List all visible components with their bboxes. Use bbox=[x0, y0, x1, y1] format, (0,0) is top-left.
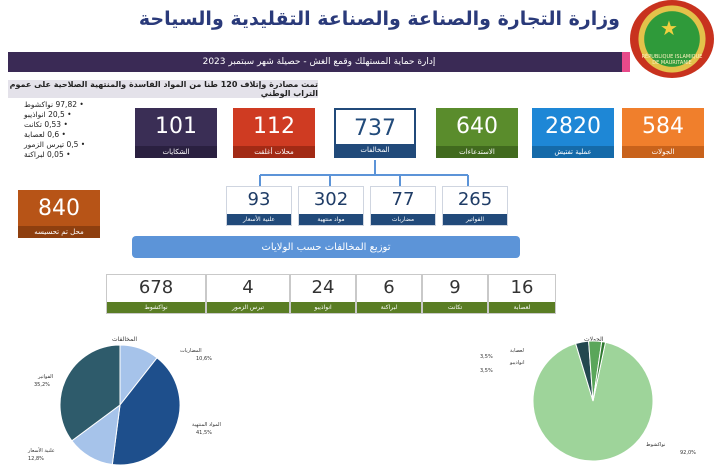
report-banner: إدارة حماية المستهلك وقمع الغش - حصيلة ش… bbox=[8, 52, 630, 72]
stat-label: الجولات bbox=[622, 146, 704, 158]
wilaya-value: 9 bbox=[449, 277, 461, 298]
list-item: 20,5 انواذيبو bbox=[24, 110, 114, 120]
tours-pie-chart bbox=[532, 340, 654, 462]
card-violations: 737 المخالفات bbox=[334, 108, 416, 158]
banner-text: إدارة حماية المستهلك وقمع الغش - حصيلة ش… bbox=[202, 57, 436, 67]
pie-label: علنية الأسعار bbox=[28, 448, 55, 454]
list-item: 97,82 نواكشوط bbox=[24, 100, 114, 110]
card-inspections: 2820 عملية تفتيش bbox=[532, 108, 614, 158]
stat-label: محل تم تحسيسه bbox=[18, 226, 100, 238]
stat-value: 584 bbox=[642, 114, 684, 139]
distribution-banner: توزيع المخالفات حسب الولايات bbox=[132, 236, 520, 258]
pie-label: لعصابة bbox=[510, 348, 524, 354]
stat-value: 2820 bbox=[545, 114, 601, 139]
violation-label: الفواتير bbox=[443, 214, 507, 225]
stat-label: محلات أغلقت bbox=[233, 146, 315, 158]
wilaya-value: 4 bbox=[242, 277, 254, 298]
violation-label: مضاربات bbox=[371, 214, 435, 225]
stat-value: 640 bbox=[456, 114, 498, 139]
tonnage-list: 97,82 نواكشوط 20,5 انواذيبو 0,53 تكانت 0… bbox=[24, 100, 114, 160]
pie-percent: 3,5% bbox=[480, 354, 493, 360]
violation-value: 265 bbox=[457, 189, 493, 210]
pie-title: المخالفات bbox=[112, 336, 138, 343]
wilaya-nouadhibou: 24 انواذيبو bbox=[290, 274, 356, 314]
list-item: 0,5 تيرس الزمور bbox=[24, 140, 114, 150]
stat-label: المخالفات bbox=[336, 144, 414, 156]
wilaya-value: 678 bbox=[138, 277, 174, 298]
list-item: 0,53 تكانت bbox=[24, 120, 114, 130]
wilaya-value: 24 bbox=[311, 277, 335, 298]
wilaya-label: تكانت bbox=[423, 302, 487, 313]
pie-title: الجولات bbox=[584, 336, 604, 343]
violations-pie-chart bbox=[59, 344, 181, 466]
card-closed-shops: 112 محلات أغلقت bbox=[233, 108, 315, 158]
pie-slice bbox=[111, 357, 181, 466]
wilaya-label: لعصابة bbox=[489, 302, 555, 313]
wilaya-assaba: 16 لعصابة bbox=[488, 274, 556, 314]
violation-speculation: 77 مضاربات bbox=[370, 186, 436, 226]
seizure-summary: تمت مصادرة وإتلاف 120 طنا من المواد الفا… bbox=[8, 80, 318, 98]
stat-label: الشكايات bbox=[135, 146, 217, 158]
wilaya-label: انواذيبو bbox=[291, 302, 355, 313]
wilaya-brakna: 6 لبراكنة bbox=[356, 274, 422, 314]
pie-label: المواد المنتهية bbox=[192, 422, 221, 428]
card-complaints: 101 الشكايات bbox=[135, 108, 217, 158]
pie-percent: 10,6% bbox=[196, 356, 212, 362]
pie-label: نواكشوط bbox=[646, 442, 666, 448]
seal-text: RÉPUBLIQUE ISLAMIQUE DE MAURITANIE bbox=[641, 54, 703, 66]
stat-label: عملية تفتيش bbox=[532, 146, 614, 158]
star-icon: ★ bbox=[660, 16, 678, 40]
violation-value: 93 bbox=[247, 189, 271, 210]
pie-slice bbox=[59, 344, 121, 442]
stat-value: 112 bbox=[253, 114, 295, 139]
wilaya-label: تيرس الزمور bbox=[207, 302, 289, 313]
violation-value: 302 bbox=[313, 189, 349, 210]
wilaya-nouakchott: 678 نواكشوط bbox=[106, 274, 206, 314]
pie-percent: 41,5% bbox=[196, 430, 212, 436]
list-item: 0,05 لبراكنة bbox=[24, 150, 114, 160]
violation-invoices: 265 الفواتير bbox=[442, 186, 508, 226]
card-tours: 584 الجولات bbox=[622, 108, 704, 158]
ministry-title: وزارة التجارة والصناعة والصناعة التقليدي… bbox=[138, 8, 620, 30]
stat-label: الاستدعاءات bbox=[436, 146, 518, 158]
card-summons: 640 الاستدعاءات bbox=[436, 108, 518, 158]
wilaya-value: 16 bbox=[510, 277, 534, 298]
pie-percent: 3,5% bbox=[480, 368, 493, 374]
tours-pie-panel: الجولات لعصابة 3,5% انواذيبو 3,5% نواكشو… bbox=[470, 326, 720, 474]
wilaya-tiris-zemmour: 4 تيرس الزمور bbox=[206, 274, 290, 314]
pie-label: الفواتير bbox=[38, 374, 54, 380]
banner-accent bbox=[622, 52, 630, 72]
wilaya-label: نواكشوط bbox=[107, 302, 205, 313]
list-item: 0,6 لعصابة bbox=[24, 130, 114, 140]
pie-label: المضاربات bbox=[180, 348, 202, 354]
violation-prices: 93 علنية الأسعار bbox=[226, 186, 292, 226]
violation-label: علنية الأسعار bbox=[227, 214, 291, 225]
violation-expired: 302 مواد منتهية bbox=[298, 186, 364, 226]
stat-value: 101 bbox=[155, 114, 197, 139]
violation-value: 77 bbox=[391, 189, 415, 210]
violations-pie-panel: المخالفات المضاربات 10,6% المواد المنتهي… bbox=[0, 326, 250, 474]
national-seal-icon: ★ RÉPUBLIQUE ISLAMIQUE DE MAURITANIE bbox=[630, 0, 714, 78]
card-sensitized-shops: 840 محل تم تحسيسه bbox=[18, 190, 100, 238]
stat-value: 737 bbox=[354, 116, 396, 141]
pie-percent: 35,2% bbox=[34, 382, 50, 388]
pie-label: انواذيبو bbox=[510, 360, 525, 366]
wilaya-tagant: 9 تكانت bbox=[422, 274, 488, 314]
violation-label: مواد منتهية bbox=[299, 214, 363, 225]
pie-percent: 92,0% bbox=[680, 450, 696, 456]
pie-percent: 12,8% bbox=[28, 456, 44, 462]
wilaya-label: لبراكنة bbox=[357, 302, 421, 313]
pie-slice bbox=[592, 341, 607, 402]
stat-value: 840 bbox=[38, 196, 80, 221]
wilaya-value: 6 bbox=[383, 277, 395, 298]
pie-slice bbox=[532, 341, 654, 462]
